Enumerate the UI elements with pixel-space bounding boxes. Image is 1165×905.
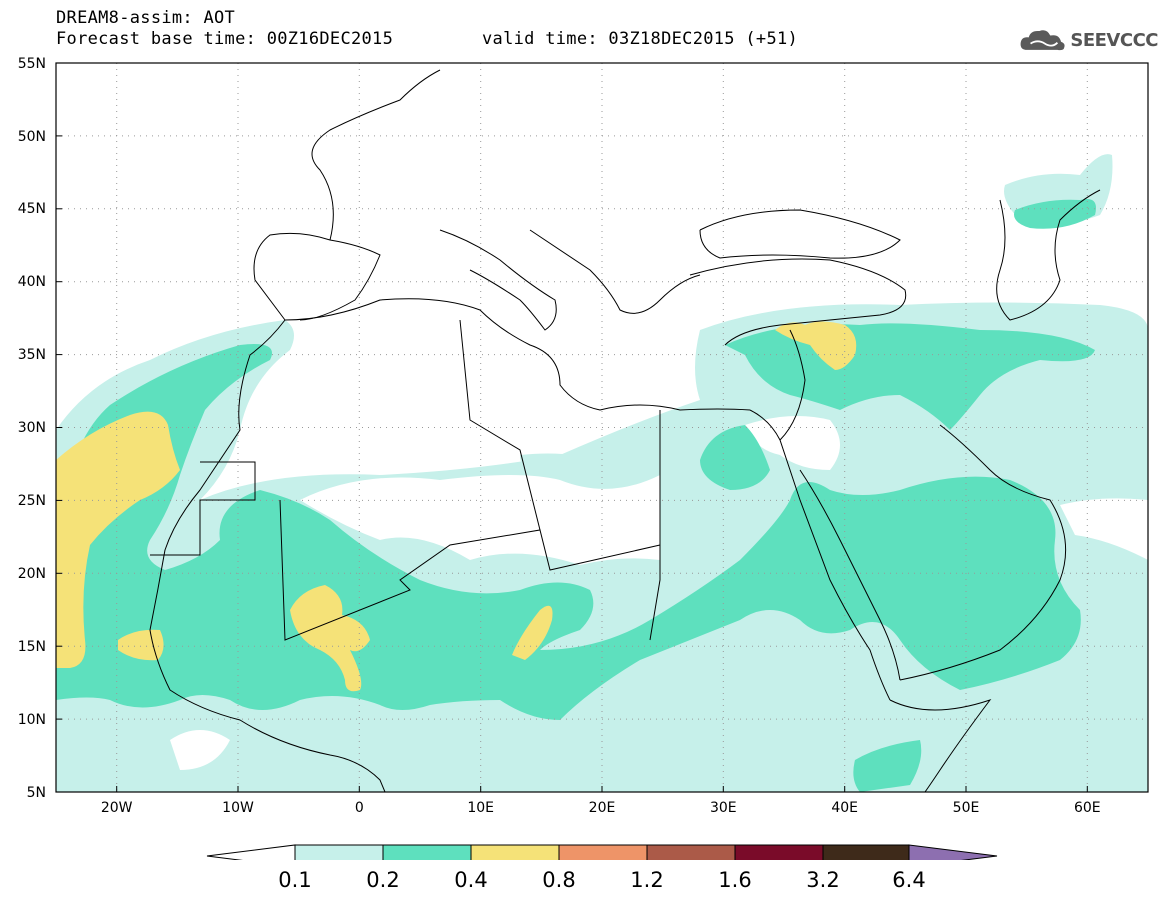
aot-map: 5N 10N 15N 20N 25N 30N 35N 40N 45N 50N 5… [18,56,1149,860]
colorbar-swatch [822,844,910,860]
lon-label: 10W [222,800,254,816]
valid-time: valid time: 03Z18DEC2015 (+51) [482,29,799,49]
colorbar-label: 3.2 [806,868,840,892]
lat-labels: 5N 10N 15N 20N 25N 30N 35N 40N 45N 50N 5… [18,56,46,801]
lat-label: 45N [18,201,46,217]
lat-label: 15N [18,639,46,655]
lon-labels: 20W 10W 0 10E 20E 30E 40E 50E 60E [101,800,1101,816]
forecast-base-time: Forecast base time: 00Z16DEC2015 [56,29,394,49]
colorbar-label: 1.6 [718,868,752,892]
colorbar-label: 0.8 [542,868,576,892]
lon-label: 20E [589,800,616,816]
cloud-icon [1020,30,1065,51]
colorbar-swatch [734,844,824,860]
colorbar-label: 6.4 [892,868,926,892]
coastlines [149,69,1101,792]
lat-label: 20N [18,566,46,582]
lat-label: 30N [18,420,46,436]
lon-label: 30E [710,800,737,816]
aot-below-0.1 [170,416,1148,770]
colorbar-swatch [558,844,648,860]
map-title: DREAM8-assim: AOT [56,8,236,28]
colorbar-high-arrow [908,844,998,860]
lat-label: 40N [18,274,46,290]
colorbar-swatch [294,844,384,860]
seevccc-logo: SEEVCCC [1018,22,1158,58]
lon-label: 50E [953,800,980,816]
lat-label: 10N [18,712,46,728]
lon-label: 60E [1074,800,1101,816]
aot-level-0.4 [56,321,857,692]
lat-label: 35N [18,347,46,363]
lon-label: 20W [101,800,133,816]
logo-text: SEEVCCC [1070,29,1158,51]
colorbar-label: 0.4 [454,868,488,892]
lat-label: 25N [18,493,46,509]
colorbar-label: 0.1 [278,868,312,892]
colorbar [206,844,998,860]
colorbar-label: 0.2 [366,868,400,892]
lat-label: 55N [18,56,46,72]
colorbar-swatch [382,844,472,860]
colorbar-label: 1.2 [630,868,664,892]
colorbar-swatch [470,844,560,860]
tick-marks [56,135,1088,792]
colorbar-swatch [646,844,736,860]
lat-label: 50N [18,129,46,145]
lon-label: 10E [467,800,494,816]
graticule [56,63,1148,792]
lon-label: 40E [831,800,858,816]
colorbar-low-arrow [206,844,296,860]
lon-label: 0 [355,800,364,816]
lat-label: 5N [27,785,46,801]
